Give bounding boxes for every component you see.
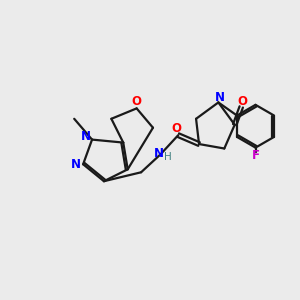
Text: N: N xyxy=(81,130,91,142)
Text: N: N xyxy=(215,91,225,103)
Text: F: F xyxy=(251,149,260,162)
Text: O: O xyxy=(172,122,182,135)
Text: O: O xyxy=(132,95,142,108)
Text: H: H xyxy=(164,152,172,162)
Text: O: O xyxy=(238,95,248,108)
Text: N: N xyxy=(154,147,164,160)
Text: N: N xyxy=(71,158,81,171)
